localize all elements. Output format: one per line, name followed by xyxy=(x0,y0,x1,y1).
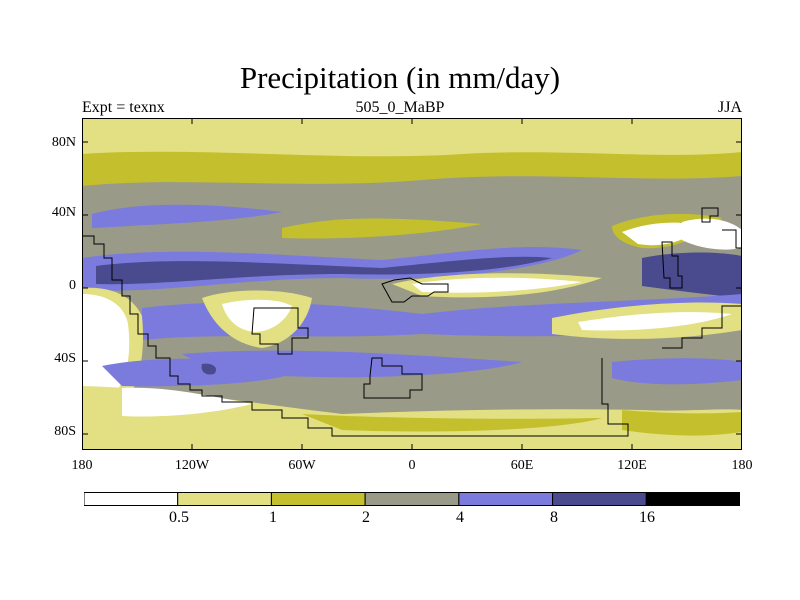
colorbar-box xyxy=(645,492,740,506)
colorbar-label-1: 1 xyxy=(269,509,277,526)
x-tick-120w: 120W xyxy=(174,458,210,473)
y-tick-40s: 40S xyxy=(54,351,76,366)
experiment-label: Expt = texnx xyxy=(82,99,165,116)
colorbar-box xyxy=(270,492,366,506)
x-tick-180w: 180 xyxy=(71,458,93,473)
precipitation-map xyxy=(82,118,742,450)
colorbar-box xyxy=(458,492,554,506)
y-tick-80n: 80N xyxy=(51,135,76,150)
map-title: Precipitation (in mm/day) xyxy=(239,60,561,95)
y-tick-40n: 40N xyxy=(51,205,76,220)
x-tick-60w: 60W xyxy=(288,458,316,473)
colorbar-box xyxy=(84,492,179,506)
x-tick-180e: 180 xyxy=(731,458,753,473)
colorbar-box xyxy=(177,492,272,506)
colorbar-label-2: 2 xyxy=(362,509,370,526)
period-label: 505_0_MaBP xyxy=(355,99,445,116)
colorbar-label-8: 8 xyxy=(550,509,558,526)
x-tick-0: 0 xyxy=(408,458,416,473)
season-label: JJA xyxy=(717,99,742,116)
colorbar xyxy=(84,492,740,506)
x-tick-120e: 120E xyxy=(617,458,647,473)
colorbar-box xyxy=(552,492,647,506)
colorbar-label-0-5: 0.5 xyxy=(169,509,189,526)
colorbar-label-16: 16 xyxy=(639,509,655,526)
y-tick-80s: 80S xyxy=(54,424,76,439)
colorbar-label-4: 4 xyxy=(456,509,464,526)
y-tick-0: 0 xyxy=(69,278,76,293)
x-tick-60e: 60E xyxy=(510,458,534,473)
colorbar-box xyxy=(364,492,460,506)
